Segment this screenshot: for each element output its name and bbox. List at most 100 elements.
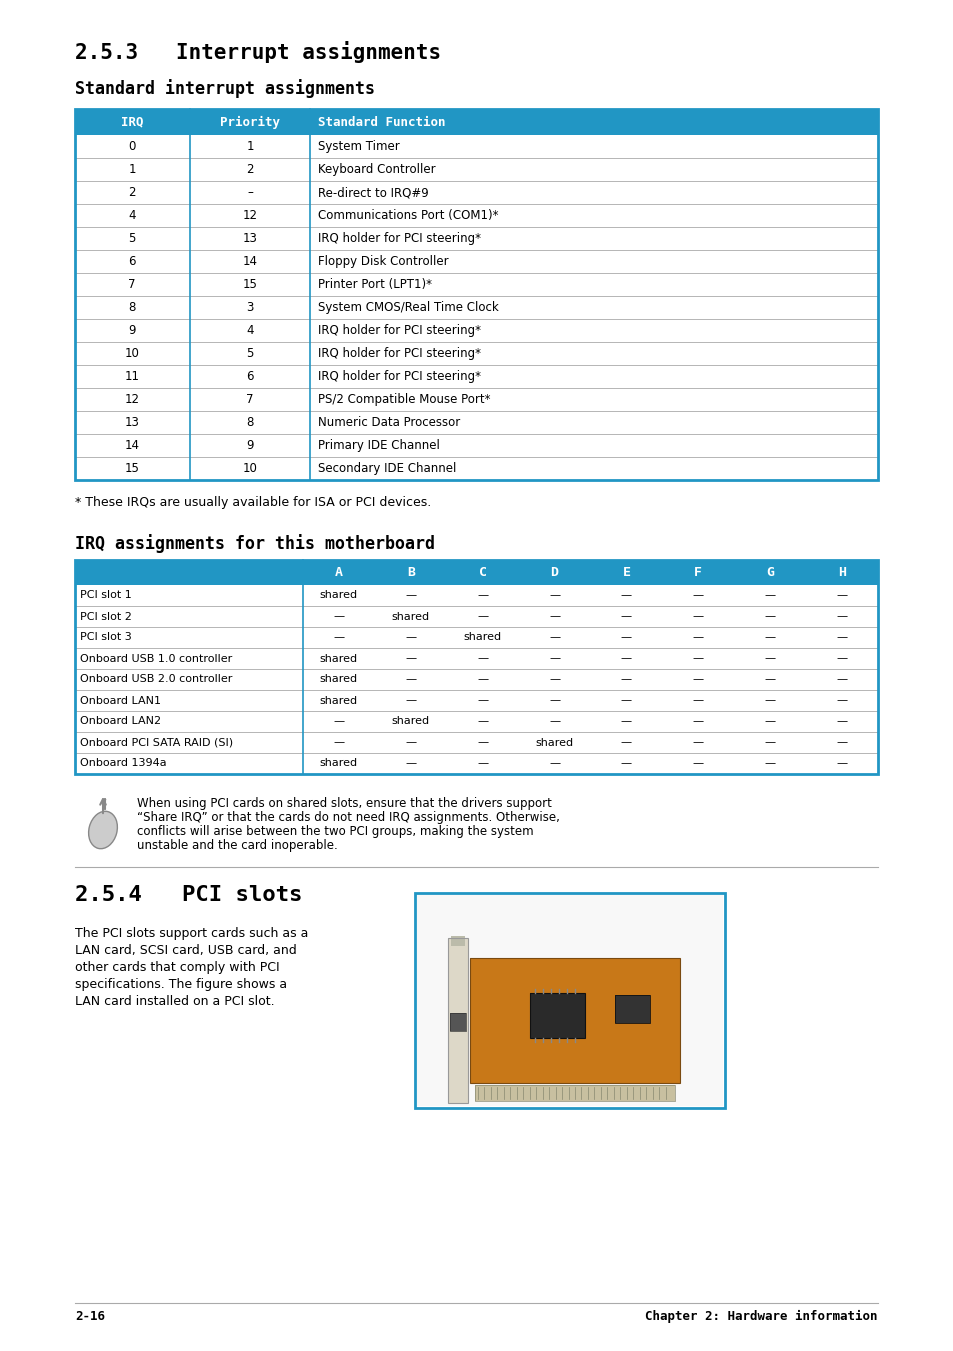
Text: —: —	[476, 716, 488, 727]
Bar	[75, 434, 877, 457]
Text: 3: 3	[246, 301, 253, 313]
Bar	[75, 627, 877, 648]
Text: —: —	[692, 696, 703, 705]
Bar	[75, 732, 877, 753]
Bar	[450, 1013, 465, 1031]
Text: System CMOS/Real Time Clock: System CMOS/Real Time Clock	[317, 301, 498, 313]
Text: —: —	[620, 674, 631, 685]
Text: 6: 6	[128, 255, 135, 267]
Text: —: —	[548, 758, 559, 769]
Text: unstable and the card inoperable.: unstable and the card inoperable.	[137, 839, 337, 852]
Text: 7: 7	[128, 278, 135, 290]
Text: —: —	[763, 696, 775, 705]
Text: shared: shared	[319, 696, 357, 705]
Bar	[530, 993, 584, 1038]
Text: —: —	[620, 758, 631, 769]
Bar	[75, 753, 877, 774]
Text: 14: 14	[125, 439, 139, 453]
Bar	[75, 181, 877, 204]
Bar	[475, 1085, 675, 1101]
Text: —: —	[763, 590, 775, 600]
Ellipse shape	[89, 812, 117, 848]
Text: Onboard USB 1.0 controller: Onboard USB 1.0 controller	[80, 654, 232, 663]
Text: PCI slot 1: PCI slot 1	[80, 590, 132, 600]
Text: —: —	[763, 632, 775, 643]
Text: Onboard PCI SATA RAID (SI): Onboard PCI SATA RAID (SI)	[80, 738, 233, 747]
Bar	[75, 561, 877, 774]
Text: —: —	[692, 632, 703, 643]
Text: 6: 6	[246, 370, 253, 382]
Text: conflicts will arise between the two PCI groups, making the system: conflicts will arise between the two PCI…	[137, 825, 533, 838]
Text: 0: 0	[128, 141, 135, 153]
Text: —: —	[692, 758, 703, 769]
Text: —: —	[620, 632, 631, 643]
Text: —: —	[405, 696, 416, 705]
Text: Chapter 2: Hardware information: Chapter 2: Hardware information	[645, 1310, 877, 1323]
Bar	[75, 648, 877, 669]
Text: B: B	[406, 566, 415, 580]
Bar	[75, 135, 877, 158]
Text: —: —	[405, 758, 416, 769]
Text: Onboard USB 2.0 controller: Onboard USB 2.0 controller	[80, 674, 233, 685]
Text: 12: 12	[242, 209, 257, 222]
Text: —: —	[476, 758, 488, 769]
Text: Numeric Data Processor: Numeric Data Processor	[317, 416, 459, 430]
Text: —: —	[836, 590, 846, 600]
Text: —: —	[548, 632, 559, 643]
Text: LAN card installed on a PCI slot.: LAN card installed on a PCI slot.	[75, 994, 274, 1008]
Text: The PCI slots support cards such as a: The PCI slots support cards such as a	[75, 927, 308, 940]
Text: IRQ assignments for this motherboard: IRQ assignments for this motherboard	[75, 534, 435, 553]
Bar	[75, 319, 877, 342]
Text: 9: 9	[246, 439, 253, 453]
Bar	[75, 690, 877, 711]
Bar	[470, 958, 679, 1084]
Text: 2: 2	[246, 163, 253, 176]
Text: 7: 7	[246, 393, 253, 407]
Text: Standard interrupt assignments: Standard interrupt assignments	[75, 78, 375, 99]
Text: —: —	[405, 590, 416, 600]
Text: F: F	[694, 566, 701, 580]
Bar	[475, 1085, 675, 1101]
Text: 15: 15	[242, 278, 257, 290]
Text: PCI slot 3: PCI slot 3	[80, 632, 132, 643]
Text: 15: 15	[125, 462, 139, 476]
Text: Onboard LAN1: Onboard LAN1	[80, 696, 161, 705]
Text: —: —	[620, 654, 631, 663]
Text: shared: shared	[319, 674, 357, 685]
Text: —: —	[763, 654, 775, 663]
Bar	[75, 365, 877, 388]
Text: shared: shared	[463, 632, 501, 643]
Text: 2.5.4   PCI slots: 2.5.4 PCI slots	[75, 885, 302, 905]
Text: 1: 1	[128, 163, 135, 176]
Text: —: —	[836, 674, 846, 685]
Bar	[415, 893, 724, 1108]
Text: —: —	[836, 716, 846, 727]
Text: C: C	[478, 566, 486, 580]
Text: Re-direct to IRQ#9: Re-direct to IRQ#9	[317, 186, 428, 199]
Text: H: H	[837, 566, 845, 580]
Text: —: —	[763, 674, 775, 685]
Text: 4: 4	[128, 209, 135, 222]
Text: —: —	[405, 632, 416, 643]
Text: System Timer: System Timer	[317, 141, 399, 153]
Text: PS/2 Compatible Mouse Port*: PS/2 Compatible Mouse Port*	[317, 393, 490, 407]
Bar	[75, 250, 877, 273]
Text: —: —	[548, 674, 559, 685]
Bar	[75, 109, 877, 135]
Text: IRQ holder for PCI steering*: IRQ holder for PCI steering*	[317, 370, 480, 382]
Text: Communications Port (COM1)*: Communications Port (COM1)*	[317, 209, 498, 222]
Text: IRQ holder for PCI steering*: IRQ holder for PCI steering*	[317, 347, 480, 359]
Text: shared: shared	[535, 738, 573, 747]
Text: —: —	[836, 758, 846, 769]
Text: —: —	[763, 716, 775, 727]
Text: —: —	[405, 654, 416, 663]
Bar	[470, 958, 679, 1084]
Text: Printer Port (LPT1)*: Printer Port (LPT1)*	[317, 278, 432, 290]
Text: —: —	[548, 696, 559, 705]
Text: —: —	[476, 738, 488, 747]
Text: 8: 8	[128, 301, 135, 313]
Text: —: —	[548, 590, 559, 600]
Text: —: —	[620, 738, 631, 747]
Bar	[530, 993, 584, 1038]
Text: —: —	[333, 632, 344, 643]
